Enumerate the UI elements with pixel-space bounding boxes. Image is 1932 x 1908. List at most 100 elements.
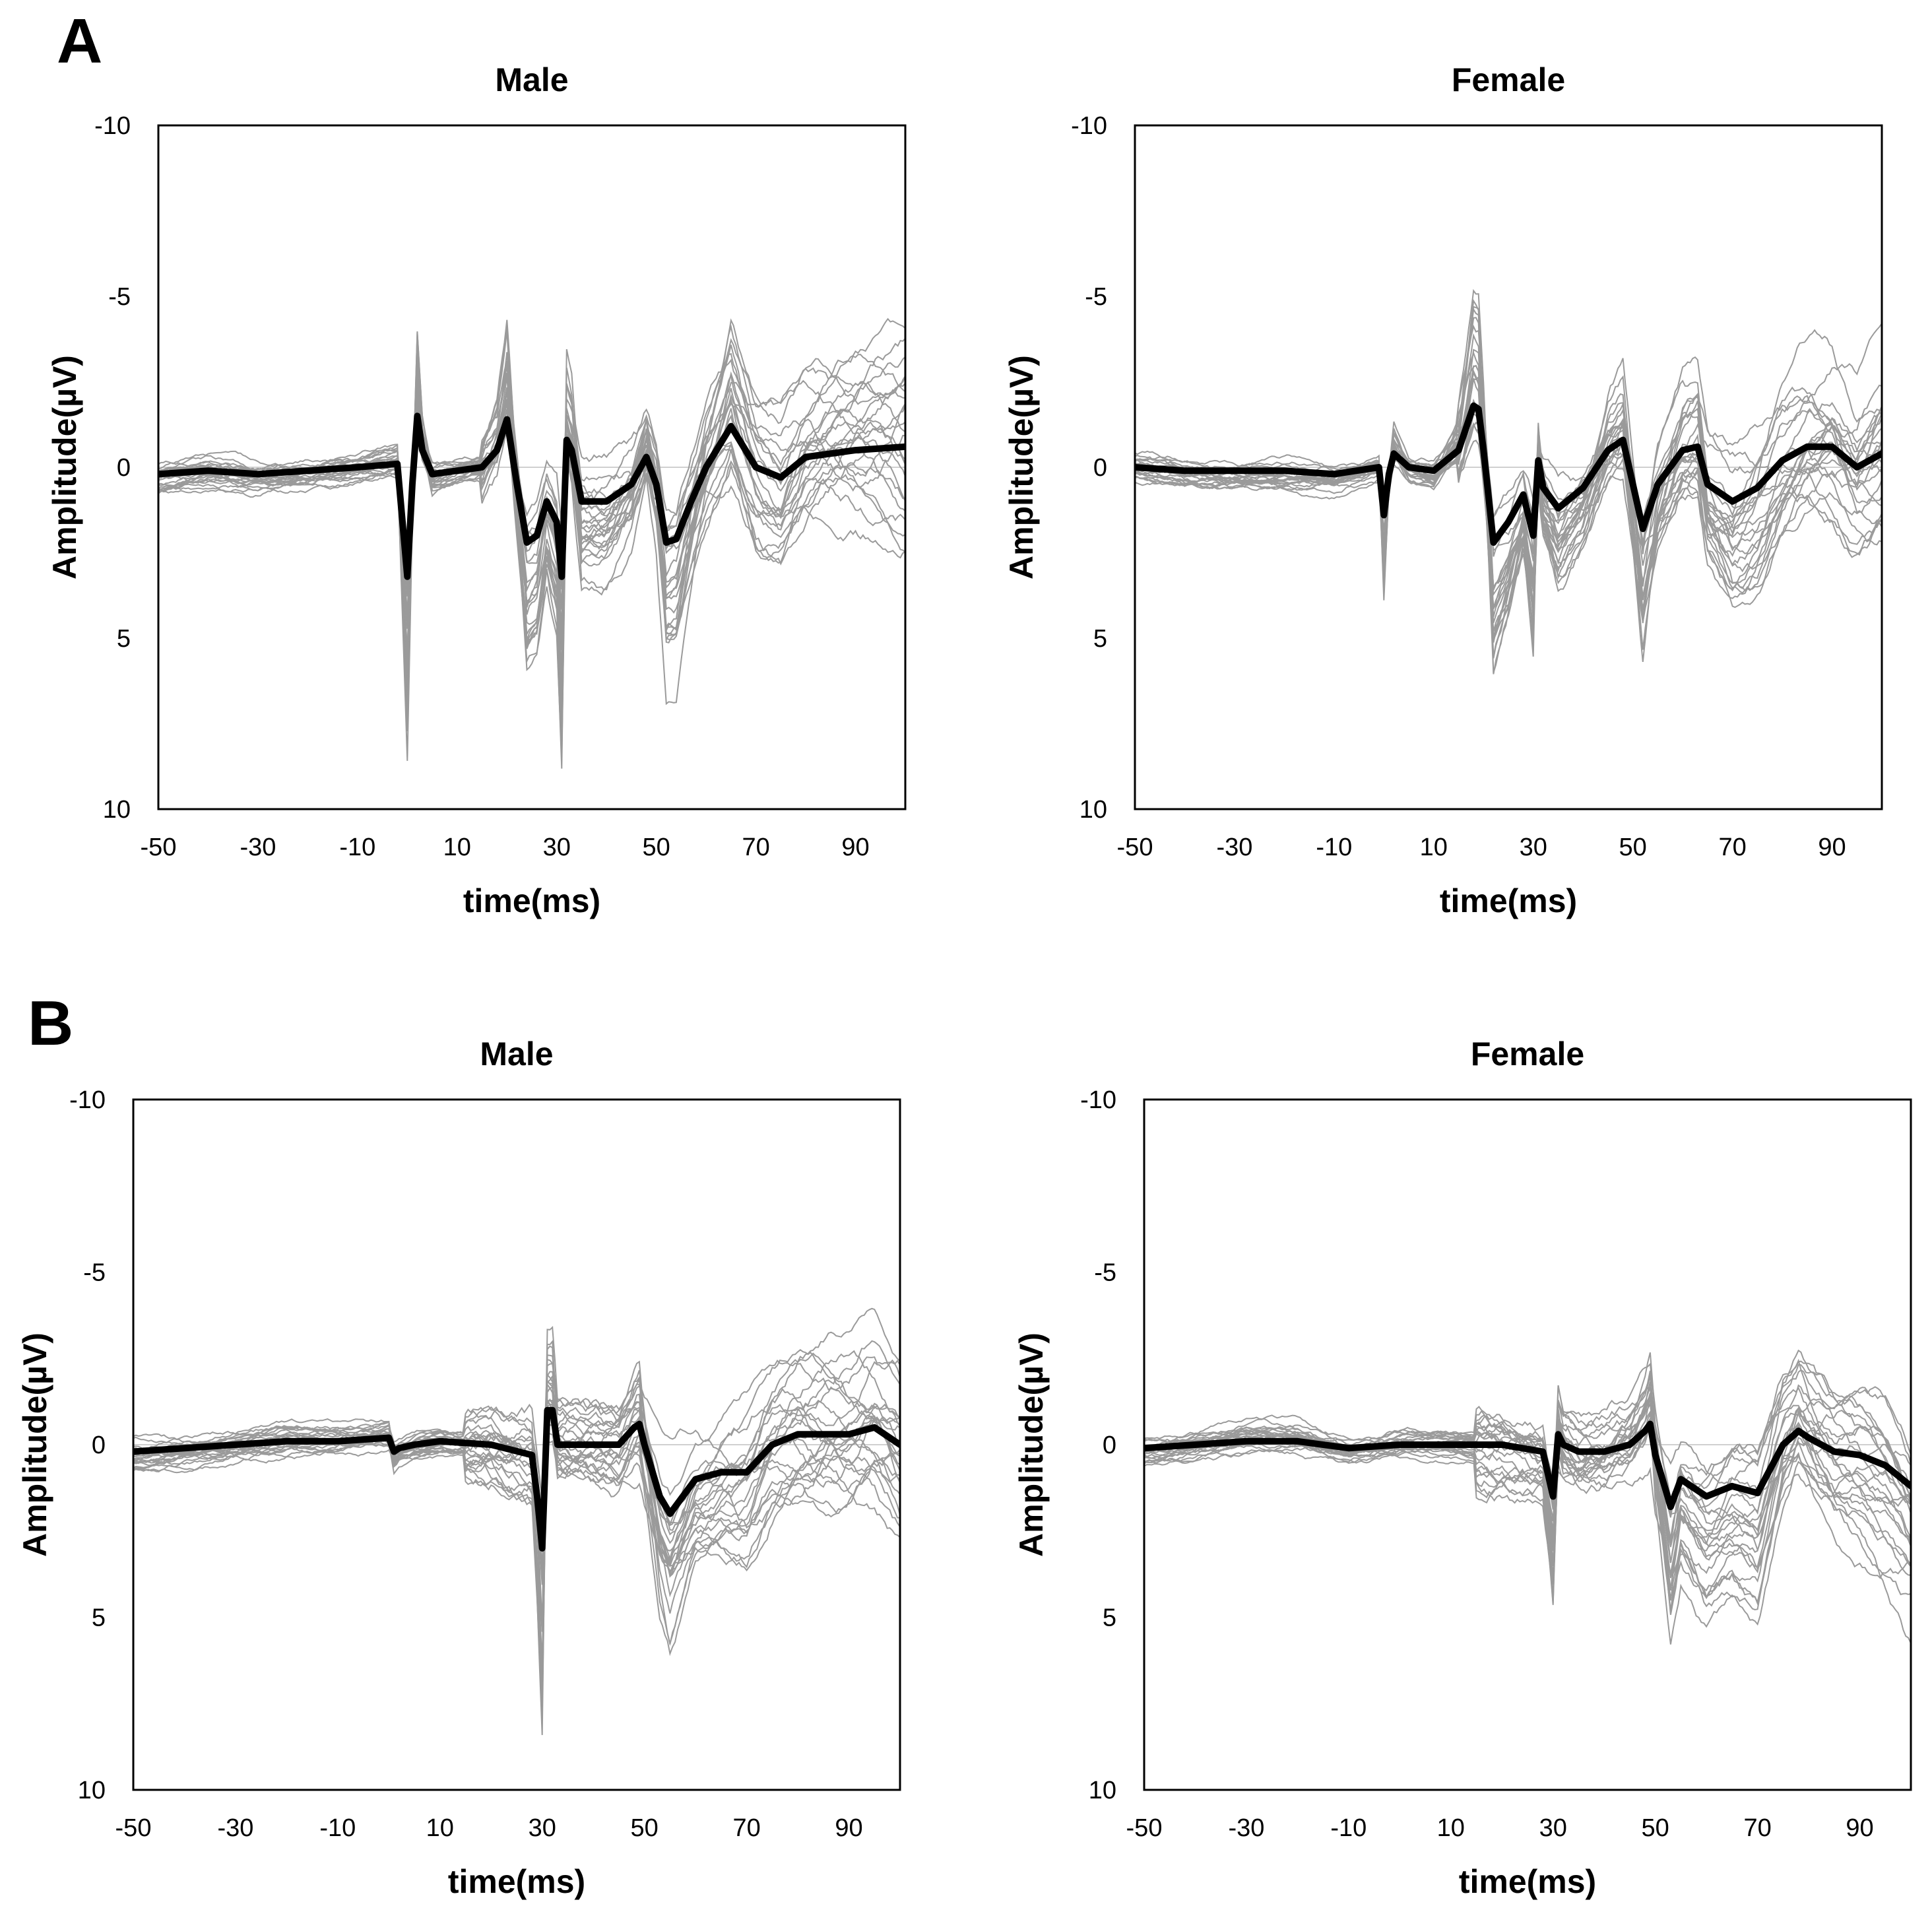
individual-trace bbox=[1144, 1422, 1911, 1645]
y-axis-label: Amplitude(µV) bbox=[46, 355, 83, 579]
individual-traces bbox=[1144, 1349, 1911, 1645]
individual-trace bbox=[1144, 1375, 1911, 1568]
chart-title: Male bbox=[480, 1036, 553, 1072]
x-axis-label: time(ms) bbox=[1440, 882, 1577, 919]
individual-trace bbox=[1135, 376, 1882, 618]
individual-trace bbox=[158, 358, 905, 628]
individual-traces bbox=[158, 317, 905, 769]
individual-trace bbox=[133, 1349, 900, 1544]
individual-trace bbox=[1144, 1352, 1911, 1565]
individual-trace bbox=[133, 1398, 900, 1550]
individual-trace bbox=[133, 1307, 900, 1627]
individual-trace bbox=[133, 1369, 900, 1664]
y-axis-label: Amplitude(µV) bbox=[16, 1332, 53, 1557]
individual-trace bbox=[133, 1339, 900, 1692]
y-tick-label: 0 bbox=[117, 454, 131, 482]
x-tick-label: 50 bbox=[1642, 1814, 1669, 1842]
y-tick-label: 10 bbox=[1079, 796, 1107, 824]
plot-frame bbox=[1143, 1098, 1912, 1791]
x-tick-label: -30 bbox=[1216, 834, 1252, 861]
individual-trace bbox=[133, 1424, 900, 1632]
x-tick-label: -10 bbox=[339, 834, 375, 861]
x-tick-label: 50 bbox=[631, 1814, 659, 1842]
x-tick-label: -50 bbox=[1126, 1814, 1163, 1842]
individual-trace bbox=[133, 1356, 900, 1585]
grand-average-line bbox=[133, 1406, 900, 1552]
x-tick-label: 90 bbox=[1818, 834, 1846, 861]
individual-trace bbox=[1144, 1426, 1911, 1599]
y-tick-label: 5 bbox=[92, 1604, 106, 1632]
y-tick-label: 10 bbox=[78, 1777, 106, 1804]
y-axis-label: Amplitude(µV) bbox=[1013, 1332, 1050, 1557]
y-tick-label: 10 bbox=[1089, 1777, 1116, 1804]
y-tick-label: 5 bbox=[117, 625, 131, 653]
plot-frame bbox=[157, 124, 907, 810]
y-tick-label: -5 bbox=[83, 1259, 106, 1287]
x-tick-label: 70 bbox=[1718, 834, 1746, 861]
individual-trace bbox=[1135, 416, 1882, 533]
plot-frame bbox=[1134, 124, 1883, 810]
panel-letter-b: B bbox=[28, 988, 73, 1059]
individual-trace bbox=[158, 409, 905, 581]
y-axis-label: Amplitude(µV) bbox=[1003, 355, 1040, 579]
individual-trace bbox=[133, 1345, 900, 1735]
y-tick-label: -10 bbox=[94, 112, 131, 140]
chart-title: Male bbox=[495, 61, 568, 98]
individual-trace bbox=[158, 402, 905, 587]
y-tick-label: 5 bbox=[1103, 1604, 1116, 1632]
x-tick-label: 90 bbox=[835, 1814, 862, 1842]
grand-average-line bbox=[1135, 402, 1882, 546]
chart-title: Female bbox=[1471, 1036, 1584, 1072]
x-tick-label: 70 bbox=[732, 1814, 760, 1842]
y-tick-label: 5 bbox=[1093, 625, 1107, 653]
x-axis-label: time(ms) bbox=[448, 1863, 585, 1900]
y-tick-label: 0 bbox=[1103, 1431, 1116, 1459]
individual-trace bbox=[1135, 298, 1882, 673]
x-axis-label: time(ms) bbox=[1459, 1863, 1596, 1900]
individual-trace bbox=[158, 343, 905, 769]
x-tick-label: -50 bbox=[141, 834, 177, 861]
individual-traces bbox=[1135, 288, 1882, 674]
x-tick-label: 30 bbox=[1539, 1814, 1567, 1842]
chart-title: Female bbox=[1452, 61, 1565, 98]
individual-trace bbox=[1144, 1358, 1911, 1589]
y-tick-label: 0 bbox=[92, 1431, 106, 1459]
y-tick-label: -10 bbox=[1080, 1086, 1116, 1114]
individual-trace bbox=[133, 1380, 900, 1682]
x-tick-label: 10 bbox=[443, 834, 471, 861]
y-tick-label: -5 bbox=[1094, 1259, 1116, 1287]
x-axis-label: time(ms) bbox=[463, 882, 600, 919]
y-tick-label: -10 bbox=[69, 1086, 106, 1114]
y-tick-label: 0 bbox=[1093, 454, 1107, 482]
x-tick-label: -50 bbox=[115, 1814, 152, 1842]
individual-trace bbox=[158, 379, 905, 554]
x-tick-label: 70 bbox=[742, 834, 769, 861]
individual-trace bbox=[158, 390, 905, 679]
grand-average-line bbox=[1144, 1420, 1911, 1511]
x-tick-label: 90 bbox=[1846, 1814, 1873, 1842]
y-tick-label: -5 bbox=[1085, 283, 1107, 311]
individual-trace bbox=[133, 1399, 900, 1552]
plot-frame bbox=[132, 1098, 901, 1791]
individual-trace bbox=[1144, 1364, 1911, 1563]
individual-trace bbox=[158, 390, 905, 615]
individual-trace bbox=[1135, 440, 1882, 554]
x-tick-label: -50 bbox=[1117, 834, 1153, 861]
individual-trace bbox=[133, 1379, 900, 1707]
x-tick-label: 10 bbox=[1420, 834, 1448, 861]
x-tick-label: 30 bbox=[529, 1814, 556, 1842]
x-tick-label: -10 bbox=[1330, 1814, 1367, 1842]
individual-trace bbox=[133, 1403, 900, 1567]
individual-trace bbox=[158, 400, 905, 651]
individual-trace bbox=[133, 1373, 900, 1582]
x-tick-label: -30 bbox=[240, 834, 276, 861]
x-tick-label: 70 bbox=[1743, 1814, 1771, 1842]
x-tick-label: 30 bbox=[1520, 834, 1547, 861]
individual-trace bbox=[1135, 317, 1882, 657]
